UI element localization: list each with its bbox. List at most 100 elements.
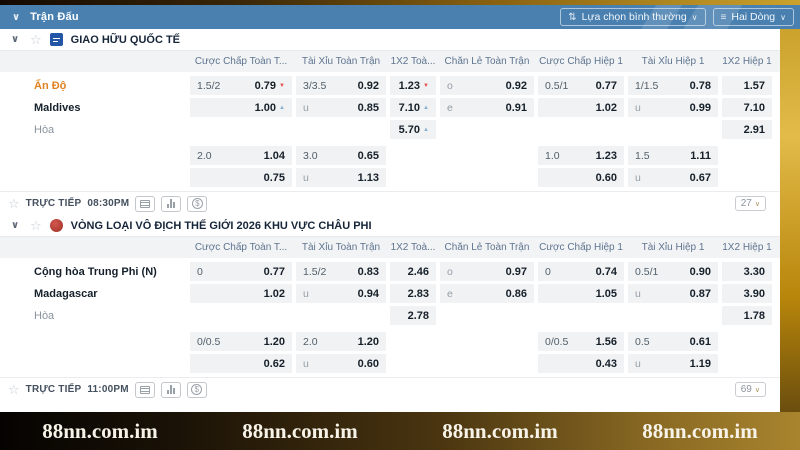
sort-mode-dropdown[interactable]: ⇅ Lựa chọn bình thường ∨: [560, 8, 706, 26]
odds-cell[interactable]: 1.23 ▼: [390, 76, 436, 95]
column-header: Chẵn Lẻ Toàn Trận: [444, 56, 530, 67]
odds-cell-empty: [722, 146, 772, 165]
odds-cell[interactable]: u 1.19: [628, 354, 718, 373]
odds-cell[interactable]: e 0.86: [440, 284, 534, 303]
odds-cell[interactable]: 0.75: [190, 168, 292, 187]
odds-cell[interactable]: 0 0.77: [190, 262, 292, 281]
odds-cell[interactable]: e 0.91: [440, 98, 534, 117]
favorite-star-icon[interactable]: ☆: [8, 196, 20, 211]
odds-cell[interactable]: 1.02: [190, 284, 292, 303]
odds-cell[interactable]: 0/0.5 1.20: [190, 332, 292, 351]
odds-cell[interactable]: 7.10 ▲: [390, 98, 436, 117]
sort-mode-label: Lựa chọn bình thường: [581, 11, 687, 23]
odds-cell[interactable]: 7.10: [722, 98, 772, 117]
odds-cell[interactable]: 1.57: [722, 76, 772, 95]
odds-cell-empty: [390, 354, 436, 373]
odds-value: 0.83: [357, 265, 379, 278]
handicap-value: 1/1.5: [635, 79, 659, 92]
odds-cell[interactable]: 2.78: [390, 306, 436, 325]
lines-mode-dropdown[interactable]: ≡ Hai Dòng ∨: [712, 8, 794, 26]
odds-cell[interactable]: 3.30: [722, 262, 772, 281]
odds-row: Cộng hòa Trung Phi (N) 0 0.77 1.5/2 0.83 2.46…: [0, 262, 780, 281]
odds-cell[interactable]: 3.90: [722, 284, 772, 303]
odds-value: 0.92: [357, 79, 379, 92]
handicap-value: 1.5/2: [303, 265, 327, 278]
statistics-button[interactable]: [160, 381, 181, 398]
odds-cell[interactable]: 0.5/1 0.90: [628, 262, 718, 281]
odds-value: 0.75: [263, 171, 285, 184]
odds-cell[interactable]: 2.91: [722, 120, 772, 139]
odds-cell[interactable]: u 0.85: [296, 98, 386, 117]
handicap-value: 0/0.5: [545, 335, 569, 348]
odds-value: 0.91: [505, 101, 527, 114]
live-tv-button[interactable]: [135, 195, 156, 212]
trend-up-icon: ▲: [279, 104, 285, 111]
favorite-star-icon[interactable]: ☆: [8, 382, 20, 397]
odds-value: 1.23: [398, 79, 421, 92]
odds-cell[interactable]: 1.78: [722, 306, 772, 325]
favorite-star-icon[interactable]: ☆: [30, 218, 42, 233]
odds-value: 1.57: [743, 79, 765, 92]
odds-cell[interactable]: 2.46: [390, 262, 436, 281]
match-footer: ☆ TRỰC TIẾP 08:30PM $ 27 ∨: [0, 191, 780, 215]
handicap-value: 0/0.5: [197, 335, 221, 348]
more-markets-button[interactable]: 27 ∨: [734, 196, 766, 211]
odds-cell[interactable]: u 1.13: [296, 168, 386, 187]
lines-mode-label: Hai Dòng: [731, 11, 776, 23]
odds-cell-empty: [628, 306, 718, 325]
odds-cell[interactable]: 0.5 0.61: [628, 332, 718, 351]
bar-chart-icon: [166, 385, 175, 394]
odds-cell[interactable]: 1.5/2 0.83: [296, 262, 386, 281]
column-header: Tài Xỉu Hiệp 1: [641, 56, 705, 67]
odds-cell[interactable]: 5.70 ▲: [390, 120, 436, 139]
odds-cell[interactable]: 3.0 0.65: [296, 146, 386, 165]
league-header: ∨ ☆ GIAO HỮU QUỐC TẾ: [0, 29, 780, 51]
odds-cell[interactable]: 2.0 1.20: [296, 332, 386, 351]
odds-cell[interactable]: 1.5 1.11: [628, 146, 718, 165]
team-name: Ấn Độ: [34, 79, 67, 92]
odds-cell[interactable]: 0.5/1 0.77: [538, 76, 624, 95]
odds-grid: Cộng hòa Trung Phi (N) 0 0.77 1.5/2 0.83 2.46…: [0, 262, 780, 373]
cashout-button[interactable]: $: [187, 195, 208, 212]
tv-icon: [140, 199, 151, 208]
handicap-value: 2.0: [303, 335, 318, 348]
odds-cell[interactable]: 1.00 ▲: [190, 98, 292, 117]
team-name: Hòa: [34, 309, 55, 322]
live-tv-button[interactable]: [134, 381, 155, 398]
odds-cell[interactable]: 1/1.5 0.78: [628, 76, 718, 95]
statistics-button[interactable]: [161, 195, 182, 212]
chevron-down-icon[interactable]: ∨: [10, 220, 20, 231]
odds-cell[interactable]: 1.05: [538, 284, 624, 303]
odds-cell[interactable]: 1.5/2 0.79 ▼: [190, 76, 292, 95]
odds-cell[interactable]: o 0.92: [440, 76, 534, 95]
odds-cell[interactable]: o 0.97: [440, 262, 534, 281]
odds-cell[interactable]: 2.83: [390, 284, 436, 303]
odds-cell[interactable]: u 0.94: [296, 284, 386, 303]
odds-cell[interactable]: u 0.99: [628, 98, 718, 117]
live-label: TRỰC TIẾP: [25, 384, 82, 395]
odds-cell[interactable]: 0/0.5 1.56: [538, 332, 624, 351]
top-bar: ∨ Trận Đấu ⇅ Lựa chọn bình thường ∨ ≡ Ha…: [0, 5, 800, 29]
team-name: [4, 354, 186, 373]
odds-cell[interactable]: 2.0 1.04: [190, 146, 292, 165]
odds-cell[interactable]: u 0.67: [628, 168, 718, 187]
odds-cell[interactable]: u 0.87: [628, 284, 718, 303]
chevron-down-icon: ∨: [780, 12, 786, 22]
chevron-down-icon[interactable]: ∨: [10, 34, 20, 45]
favorite-star-icon[interactable]: ☆: [30, 32, 42, 47]
team-name: [4, 146, 186, 165]
odds-cell[interactable]: 0.60: [538, 168, 624, 187]
more-markets-button[interactable]: 69 ∨: [734, 382, 766, 397]
odds-cell[interactable]: 3/3.5 0.92: [296, 76, 386, 95]
collapse-all-chevron-icon[interactable]: ∨: [12, 11, 21, 23]
odds-cell[interactable]: 1.0 1.23: [538, 146, 624, 165]
odds-cell[interactable]: 0 0.74: [538, 262, 624, 281]
odds-cell[interactable]: u 0.60: [296, 354, 386, 373]
odds-cell[interactable]: 0.43: [538, 354, 624, 373]
cashout-button[interactable]: $: [186, 381, 207, 398]
trend-up-icon: ▲: [423, 126, 429, 133]
odds-cell[interactable]: 0.62: [190, 354, 292, 373]
handicap-value: 1.0: [545, 149, 560, 162]
odds-cell[interactable]: 1.02: [538, 98, 624, 117]
handicap-value: o: [447, 79, 453, 92]
